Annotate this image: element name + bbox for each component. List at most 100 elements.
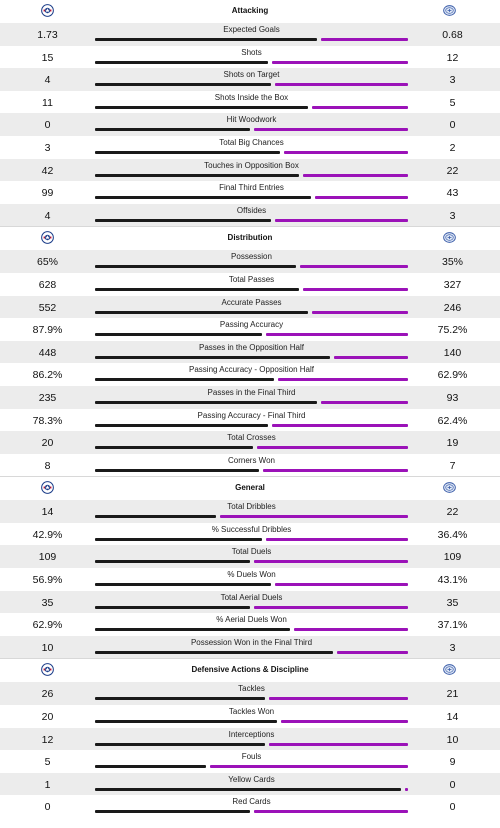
away-value: 7 (449, 459, 456, 472)
stat-row: 12 Interceptions 10 (0, 727, 500, 751)
away-bar (315, 196, 408, 200)
home-value: 20 (41, 437, 54, 450)
home-bar (95, 310, 308, 314)
home-bar (95, 810, 250, 814)
away-team-crest-icon (443, 231, 456, 244)
stat-label: Total Big Chances (219, 137, 284, 147)
away-team-crest-icon (443, 481, 456, 494)
comparison-bar (95, 697, 408, 701)
comparison-bar (95, 173, 408, 177)
away-bar (254, 128, 408, 132)
comparison-bar (95, 310, 408, 314)
stat-row: 11 Shots Inside the Box 5 (0, 91, 500, 114)
home-bar (95, 196, 311, 200)
section-header: Defensive Actions & Discipline (0, 658, 500, 683)
away-value: 3 (449, 641, 456, 654)
stat-row: 552 Accurate Passes 246 (0, 295, 500, 319)
away-bar (269, 742, 408, 746)
stat-label: Possession Won in the Final Third (190, 637, 313, 647)
stat-row: 20 Tackles Won 14 (0, 705, 500, 728)
away-bar (321, 400, 408, 404)
stat-row: 628 Total Passes 327 (0, 273, 500, 296)
home-value: 86.2% (32, 369, 63, 382)
comparison-bar (95, 628, 408, 632)
home-bar (95, 742, 265, 746)
away-value: 14 (446, 711, 459, 724)
home-team-crest-icon (41, 4, 54, 17)
stat-label: Shots Inside the Box (214, 92, 289, 102)
home-bar (95, 105, 308, 109)
away-value: 327 (443, 278, 462, 291)
away-value: 43.1% (437, 574, 468, 587)
home-value: 628 (38, 278, 57, 291)
away-value: 10 (446, 733, 459, 746)
home-value: 10 (41, 641, 54, 654)
comparison-bar (95, 423, 408, 427)
stat-label: Offsides (236, 205, 267, 215)
home-bar (95, 787, 401, 791)
stat-label: % Aerial Duels Won (216, 615, 287, 625)
home-bar (95, 515, 216, 519)
comparison-bar (95, 287, 408, 291)
comparison-bar (95, 400, 408, 404)
away-bar (275, 583, 408, 587)
stat-row: 42.9% % Successful Dribbles 36.4% (0, 523, 500, 546)
away-bar (275, 83, 408, 87)
away-value: 75.2% (437, 324, 468, 337)
away-value: 3 (449, 74, 456, 87)
home-bar (95, 697, 265, 701)
stat-row: 10 Possession Won in the Final Third 3 (0, 635, 500, 659)
home-team-crest-icon (41, 663, 54, 677)
home-bar (95, 468, 259, 472)
stat-label: Shots on Target (223, 70, 280, 80)
stat-label: Hit Woodwork (226, 115, 277, 125)
comparison-bar (95, 218, 408, 222)
away-value: 5 (449, 96, 456, 109)
comparison-bar (95, 196, 408, 200)
away-bar (269, 697, 408, 701)
stat-label: Possession (231, 252, 272, 262)
away-bar (312, 105, 408, 109)
comparison-bar (95, 38, 408, 41)
home-bar (95, 150, 280, 154)
comparison-bar (95, 560, 408, 564)
away-value: 36.4% (437, 528, 468, 541)
stat-row: 15 Shots 12 (0, 46, 500, 69)
comparison-bar (95, 355, 408, 359)
stat-row: 109 Total Duels 109 (0, 545, 500, 569)
stat-row: 1.73 Expected Goals 0.68 (0, 23, 500, 46)
away-bar (272, 60, 408, 64)
stat-label: Yellow Cards (228, 774, 275, 784)
stat-row: 3 Total Big Chances 2 (0, 136, 500, 159)
section-title: Defensive Actions & Discipline (191, 665, 309, 675)
away-bar (254, 560, 408, 564)
comparison-bar (95, 537, 408, 541)
home-value: 99 (41, 187, 54, 200)
home-value: 14 (41, 506, 54, 519)
home-bar (95, 650, 333, 654)
home-value: 87.9% (32, 324, 63, 337)
home-bar (95, 287, 299, 291)
stat-label: Accurate Passes (221, 297, 282, 307)
away-value: 0 (449, 801, 456, 814)
away-value: 62.4% (437, 414, 468, 427)
home-value: 65% (36, 256, 58, 269)
home-value: 4 (44, 74, 51, 87)
home-bar (95, 720, 277, 724)
comparison-bar (95, 650, 408, 654)
away-bar (278, 378, 408, 382)
home-bar (95, 218, 271, 222)
home-bar (95, 400, 317, 404)
stat-label: Total Passes (228, 274, 275, 284)
home-value: 42 (41, 164, 54, 177)
comparison-bar (95, 605, 408, 609)
stat-label: Passing Accuracy - Opposition Half (189, 365, 314, 375)
home-value: 26 (41, 688, 54, 701)
away-bar (284, 150, 408, 154)
home-bar (95, 60, 268, 64)
home-bar (95, 128, 250, 132)
home-value: 8 (44, 459, 51, 472)
stat-label: Interceptions (228, 729, 275, 739)
section-title: Attacking (231, 6, 269, 15)
away-value: 93 (446, 391, 459, 404)
